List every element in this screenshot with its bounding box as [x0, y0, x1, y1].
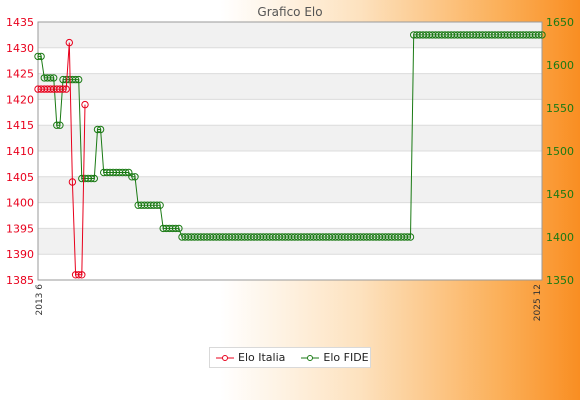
y-left-tick-label: 1430	[6, 42, 34, 55]
chart-legend: Elo Italia Elo FIDE	[209, 347, 371, 368]
grid-band	[38, 202, 542, 229]
data-point-elo-fide	[71, 75, 80, 84]
data-point-elo-fide	[37, 52, 45, 61]
y-left-tick-label: 1420	[6, 93, 34, 106]
data-point-elo-fide	[53, 121, 61, 129]
legend-marker-elo-fide	[301, 354, 320, 361]
grid-band	[38, 73, 542, 100]
x-tick-label-first: 2013 6	[35, 284, 45, 316]
data-point-elo-fide	[75, 75, 83, 84]
data-point-elo-fide	[406, 233, 415, 241]
y-left-tick-label: 1410	[6, 145, 34, 158]
y-right-tick-label: 1600	[546, 59, 574, 72]
data-point-elo-fide	[403, 233, 412, 241]
y-left-tick-label: 1390	[6, 248, 34, 261]
data-point-elo-italia	[81, 100, 89, 109]
data-point-elo-fide	[90, 174, 99, 183]
data-point-elo-fide	[122, 168, 130, 177]
grid-band	[38, 176, 542, 203]
data-point-elo-fide	[93, 125, 102, 134]
data-point-elo-fide	[153, 201, 161, 209]
plot-border	[37, 21, 543, 281]
y-left-tick-label: 1405	[6, 171, 34, 184]
grid-band	[38, 125, 542, 151]
data-point-elo-fide	[175, 224, 183, 233]
x-tick-label-last: 2025 12	[533, 284, 543, 321]
data-point-elo-italia	[75, 271, 83, 279]
y-right-tick-label: 1450	[546, 188, 574, 201]
data-point-elo-fide	[131, 173, 139, 181]
data-point-elo-fide	[34, 52, 42, 61]
chart-title: Grafico Elo	[257, 5, 322, 19]
y-left-tick-label: 1435	[6, 16, 34, 29]
data-point-elo-fide	[87, 174, 95, 183]
data-point-elo-fide	[156, 201, 164, 209]
data-point-elo-italia	[65, 38, 74, 47]
y-right-tick-label: 1350	[546, 274, 574, 287]
grid-band	[38, 99, 542, 126]
legend-marker-elo-italia	[216, 354, 234, 361]
data-point-elo-italia	[78, 271, 86, 279]
series-line-elo-italia	[38, 42, 86, 276]
series-line-elo-fide	[38, 34, 542, 238]
y-left-tick-label: 1400	[6, 197, 34, 210]
data-point-elo-fide	[96, 125, 105, 134]
data-point-elo-fide	[50, 74, 58, 82]
y-left-tick-label: 1425	[6, 68, 34, 81]
grid-band	[38, 254, 542, 280]
legend-label-elo-italia: Elo Italia	[238, 351, 286, 364]
data-point-elo-fide	[538, 31, 546, 39]
data-point-elo-fide	[46, 74, 55, 82]
y-right-tick-label: 1650	[546, 16, 574, 29]
legend-label-elo-fide: Elo FIDE	[323, 351, 369, 364]
y-right-tick-label: 1550	[546, 102, 574, 115]
data-point-elo-fide	[172, 224, 180, 233]
legend-item-elo-fide[interactable]: Elo FIDE	[301, 351, 369, 364]
legend-item-elo-italia[interactable]: Elo Italia	[216, 351, 285, 364]
data-point-elo-italia	[62, 85, 70, 93]
data-point-elo-fide	[56, 121, 64, 129]
data-point-elo-italia	[59, 85, 67, 93]
y-left-tick-label: 1395	[6, 222, 34, 235]
grid-band	[38, 228, 542, 255]
data-point-elo-fide	[535, 31, 543, 39]
y-left-tick-label: 1385	[6, 274, 34, 287]
y-left-tick-label: 1415	[6, 119, 34, 132]
data-point-elo-fide	[128, 173, 136, 181]
grid-band	[38, 47, 542, 74]
y-right-tick-label: 1500	[546, 145, 574, 158]
data-point-elo-italia	[68, 178, 77, 186]
y-right-tick-label: 1400	[546, 231, 574, 244]
